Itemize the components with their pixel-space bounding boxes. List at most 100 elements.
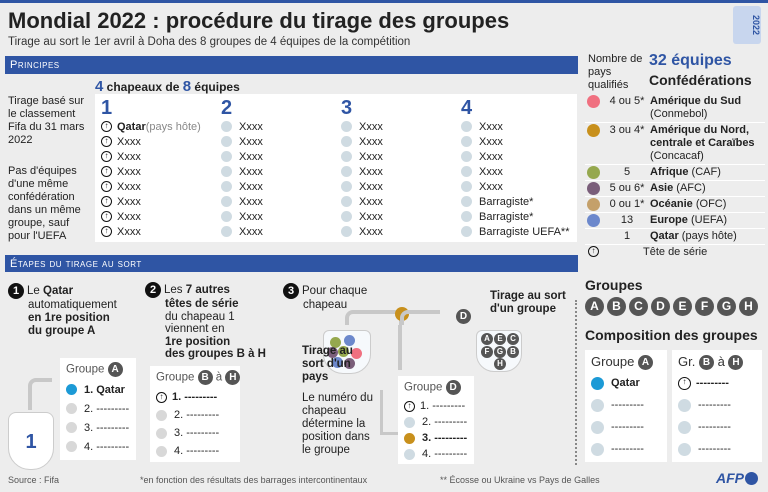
team-item: Xxxx	[461, 149, 571, 164]
team-item: Xxxx	[461, 119, 571, 134]
team-item: Xxxx	[461, 179, 571, 194]
bowl-group-ball: A	[481, 333, 493, 345]
team-dot-icon	[341, 166, 352, 177]
group-badge-c: C	[629, 297, 648, 316]
bowl-group-ball: E	[494, 333, 506, 345]
team-dot-icon	[461, 181, 472, 192]
confederation-color-icon	[587, 182, 600, 195]
team-dot-icon	[461, 196, 472, 207]
team-dot-icon	[341, 151, 352, 162]
seed-icon: ↑	[101, 151, 112, 162]
team-dot-icon	[461, 151, 472, 162]
pot-number: 3	[341, 97, 353, 119]
team-item: Barragiste*	[461, 194, 571, 209]
footnote-2: ** Écosse ou Ukraine vs Pays de Galles	[440, 475, 600, 485]
team-dot-icon	[341, 121, 352, 132]
group-badge-e: E	[673, 297, 692, 316]
bowl-group-ball: H	[494, 358, 506, 370]
legend-item: 13 Europe (UEFA)	[585, 213, 765, 229]
pots-heading: 4 chapeaux de 8 équipes	[95, 78, 240, 95]
team-item: Xxxx	[341, 194, 471, 209]
seed-icon: ↑	[101, 226, 112, 237]
confederation-color-icon	[587, 198, 600, 211]
pot-4: 4 Xxxx Xxxx Xxxx Xxxx Xxxx Barragiste* Barragis…	[455, 94, 577, 242]
pot-1: 1 ↑ Qatar (pays hôte) ↑ Xxxx ↑ Xxxx ↑ Xxxx ↑ Xxxx ↑…	[95, 94, 237, 242]
team-dot-icon	[221, 226, 232, 237]
team-dot-icon	[461, 121, 472, 132]
composition-group-a: Groupe A Qatar --------- --------- -----…	[585, 350, 667, 462]
team-dot-icon	[341, 226, 352, 237]
confederation-color-icon	[587, 124, 600, 137]
composition-title: Composition des groupes	[585, 327, 758, 343]
draw-country-label: Tirage au sort d'un pays	[302, 345, 353, 383]
composition-group-b-h: Gr. B à H ↑ --------- --------- ---------…	[672, 350, 762, 462]
arrow-position	[380, 390, 398, 435]
team-dot-icon	[341, 211, 352, 222]
team-item: Xxxx	[341, 119, 471, 134]
afp-logo: AFP	[716, 470, 758, 486]
team-dot-icon	[341, 196, 352, 207]
group-d-card: Groupe D ↑ 1. --------- 2. --------- 3. -…	[398, 376, 474, 464]
seed-icon: ↑	[101, 136, 112, 147]
seed-icon: ↑	[101, 181, 112, 192]
confederation-color-icon	[587, 95, 600, 108]
team-item: Barragiste*	[461, 209, 571, 224]
confederation-color-icon	[587, 166, 600, 179]
team-dot-icon	[221, 151, 232, 162]
bowl-group-ball: G	[494, 346, 506, 358]
group-badge-d: D	[651, 297, 670, 316]
pot-number: 2	[221, 97, 233, 119]
group-b-h-card: Groupe B à H ↑ 1. --------- 2. --------- …	[150, 366, 241, 462]
team-item: Xxxx	[221, 149, 351, 164]
team-item: Xxxx	[221, 194, 351, 209]
divider	[575, 300, 577, 465]
team-dot-icon	[341, 136, 352, 147]
subtitle: Tirage au sort le 1er avril à Doha des 8…	[8, 36, 411, 48]
seed-icon: ↑	[156, 391, 167, 403]
team-dot-icon	[221, 136, 232, 147]
team-item: ↑ Xxxx	[101, 134, 231, 149]
group-a-card: Groupe A 1. Qatar 2. --------- 3. ------…	[60, 358, 136, 460]
team-item: Xxxx	[221, 209, 351, 224]
section-header-etapes: Étapes du tirage au sort	[5, 255, 578, 272]
note-ranking: Tirage basé sur le classement Fifa du 31…	[8, 95, 85, 146]
drawn-group-badge: D	[456, 309, 471, 324]
team-item: ↑ Xxxx	[101, 179, 231, 194]
legend-item: 3 ou 4* Amérique du Nord, centrale et Car…	[585, 123, 765, 165]
team-item: Xxxx	[221, 164, 351, 179]
team-item: Xxxx	[341, 149, 471, 164]
legend-item: 4 ou 5* Amérique du Sud (Conmebol)	[585, 94, 765, 123]
legend-item: 0 ou 1* Océanie (OFC)	[585, 197, 765, 213]
top-accent-line	[0, 0, 768, 3]
legend-seed: ↑ Tête de série	[585, 245, 765, 260]
team-item: ↑ Xxxx	[101, 194, 231, 209]
team-item: Xxxx	[341, 209, 471, 224]
team-item: Xxxx	[461, 134, 571, 149]
count-header: Nombre de pays qualifiés	[588, 53, 643, 91]
group-badge-h: H	[739, 297, 758, 316]
confederation-color-icon	[587, 214, 600, 227]
team-item: Barragiste UEFA**	[461, 224, 571, 239]
page-title: Mondial 2022 : procédure du tirage des g…	[8, 8, 510, 33]
team-dot-icon	[221, 181, 232, 192]
groups-title: Groupes	[585, 277, 643, 293]
source: Source : Fifa	[8, 475, 60, 485]
total-teams: 32 équipes	[649, 52, 732, 69]
draw-group-label: Tirage au sort d'un groupe	[490, 290, 566, 315]
position-explanation: Le numéro du chapeau détermine la positi…	[302, 392, 373, 456]
team-dot-icon	[461, 166, 472, 177]
team-dot-icon	[461, 211, 472, 222]
arrow-connector	[28, 378, 52, 410]
team-item: Xxxx	[221, 179, 351, 194]
group-badge-a: A	[585, 297, 604, 316]
pot-2: 2 Xxxx Xxxx Xxxx Xxxx Xxxx Xxxx Xxxx Xxxx	[215, 94, 357, 242]
country-bowl	[323, 330, 371, 374]
team-dot-icon	[461, 136, 472, 147]
team-dot-icon	[341, 181, 352, 192]
team-item: Xxxx	[221, 119, 351, 134]
group-badge-f: F	[695, 297, 714, 316]
bowl-group-ball: F	[481, 346, 493, 358]
seed-icon: ↑	[588, 246, 599, 257]
legend-item: 1 Qatar (pays hôte)	[585, 229, 765, 245]
